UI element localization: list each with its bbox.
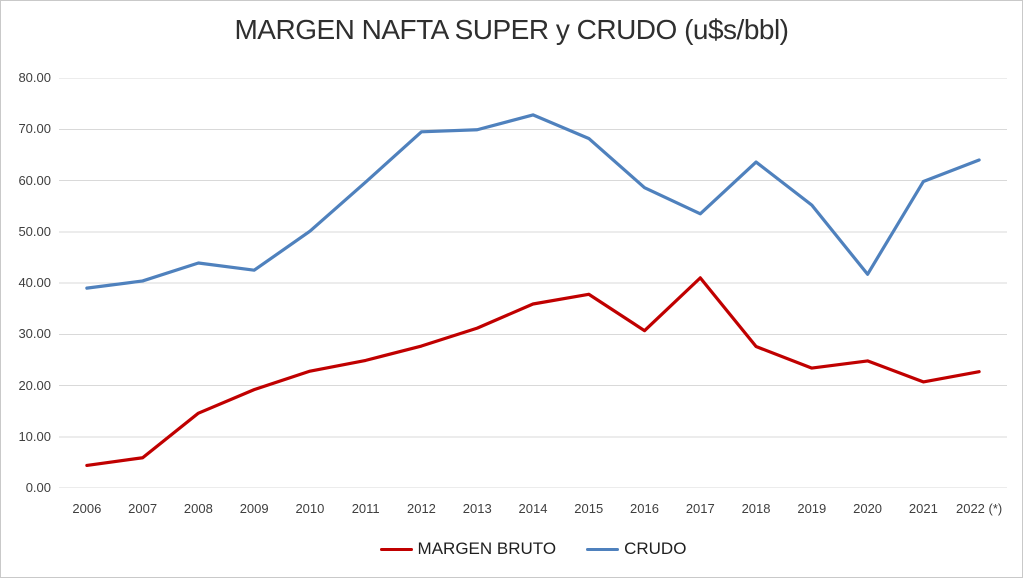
x-tick-label: 2007 bbox=[128, 501, 158, 516]
x-tick-label: 2006 bbox=[72, 501, 102, 516]
x-tick-label: 2021 bbox=[908, 501, 938, 516]
y-tick-label: 10.00 bbox=[18, 428, 51, 444]
y-tick-label: 60.00 bbox=[18, 172, 51, 188]
chart-title: MARGEN NAFTA SUPER y CRUDO (u$s/bbl) bbox=[234, 14, 789, 45]
legend-item-crudo: CRUDO bbox=[586, 539, 686, 559]
x-tick-label: 2022 (*) bbox=[955, 501, 1003, 516]
x-tick-label: 2012 bbox=[406, 501, 436, 516]
x-tick-label: 2013 bbox=[462, 501, 492, 516]
x-tick-label: 2008 bbox=[183, 501, 213, 516]
legend: MARGEN BRUTO CRUDO bbox=[59, 536, 1007, 562]
x-tick-label: 2017 bbox=[685, 501, 715, 516]
x-tick-label: 2015 bbox=[574, 501, 604, 516]
x-tick-label: 2019 bbox=[797, 501, 827, 516]
chart-svg bbox=[59, 78, 1007, 488]
series-line-crudo bbox=[85, 113, 981, 290]
x-tick-label: 2009 bbox=[239, 501, 269, 516]
legend-item-margen-bruto: MARGEN BRUTO bbox=[379, 539, 557, 559]
legend-line-swatch bbox=[379, 547, 413, 551]
x-tick-label: 2011 bbox=[351, 501, 380, 516]
x-tick-label: 2020 bbox=[853, 501, 883, 516]
y-tick-label: 70.00 bbox=[18, 121, 51, 137]
y-tick-label: 80.00 bbox=[18, 70, 51, 85]
x-tick-label: 2010 bbox=[295, 501, 325, 516]
legend-label: MARGEN BRUTO bbox=[417, 539, 557, 558]
x-tick-label: 2018 bbox=[741, 501, 771, 516]
x-tick-label: 2016 bbox=[630, 501, 659, 516]
y-tick-label: 20.00 bbox=[18, 377, 51, 393]
y-tick-label: 50.00 bbox=[18, 223, 51, 239]
y-tick-label: 40.00 bbox=[18, 275, 51, 290]
x-tick-label: 2014 bbox=[518, 501, 548, 516]
legend-line-swatch bbox=[586, 547, 620, 551]
y-tick-label: 0.00 bbox=[25, 480, 51, 495]
series-line-margen-bruto bbox=[85, 276, 981, 468]
legend-label: CRUDO bbox=[624, 539, 687, 558]
y-tick-label: 30.00 bbox=[18, 326, 51, 342]
